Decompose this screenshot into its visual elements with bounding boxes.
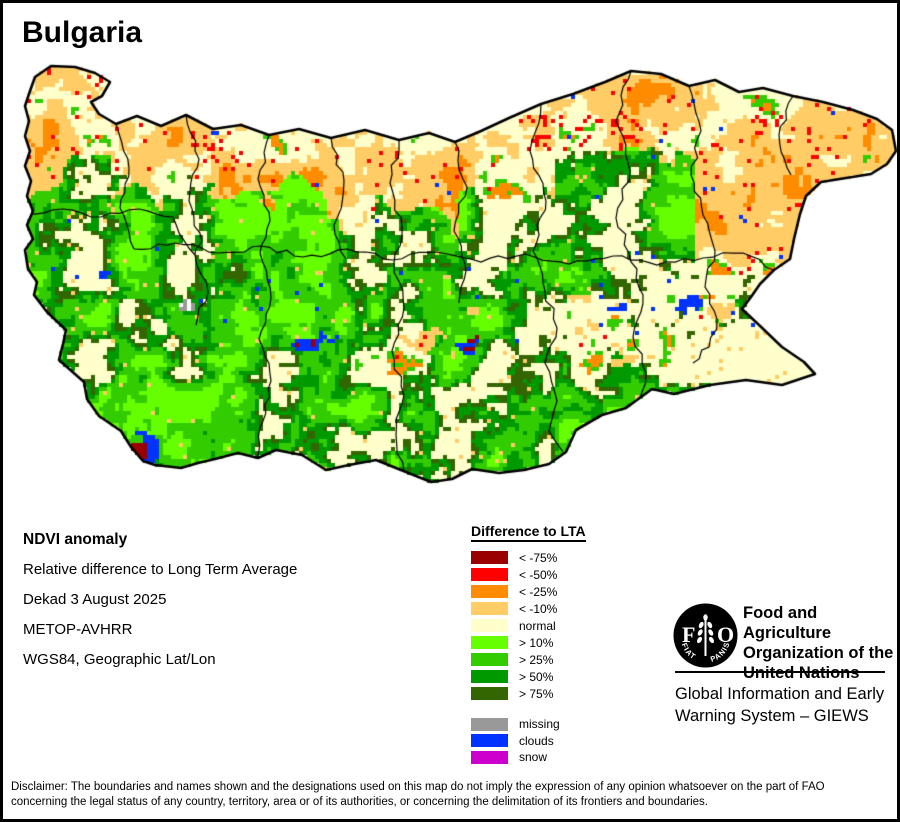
disclaimer-line: concerning the legal status of any count… bbox=[11, 796, 708, 808]
legend-label: normal bbox=[519, 618, 556, 633]
legend-swatch bbox=[471, 653, 508, 666]
legend-item: snow bbox=[471, 749, 586, 766]
legend-swatch bbox=[471, 687, 508, 700]
map-metadata-block: NDVI anomaly Relative difference to Long… bbox=[23, 525, 297, 675]
legend-label: > 25% bbox=[519, 652, 554, 667]
legend-label: > 50% bbox=[519, 669, 554, 684]
legend-swatch bbox=[471, 750, 508, 764]
legend-item: < -10% bbox=[471, 600, 586, 617]
legend-item: > 25% bbox=[471, 651, 586, 668]
metadata-line: Relative difference to Long Term Average bbox=[23, 561, 298, 578]
fao-letter-o: O bbox=[717, 622, 734, 647]
metadata-line: Dekad 3 August 2025 bbox=[23, 591, 167, 608]
fao-org-line: Food and Agriculture bbox=[743, 604, 832, 642]
legend-swatch bbox=[471, 619, 508, 632]
bulgaria-ndvi-raster-map bbox=[3, 3, 897, 518]
legend-swatch bbox=[471, 717, 508, 731]
legend-swatch bbox=[471, 551, 508, 564]
legend-swatch bbox=[471, 602, 508, 615]
legend-item: > 10% bbox=[471, 634, 586, 651]
legend-swatch bbox=[471, 585, 508, 598]
page-title: Bulgaria bbox=[22, 16, 143, 49]
legend-label: < -50% bbox=[519, 567, 558, 582]
legend-label: snow bbox=[519, 750, 548, 765]
giews-label: Global Information and Early Warning Sys… bbox=[675, 683, 884, 727]
fao-logo: F O FIAT PANIS bbox=[673, 603, 738, 668]
legend-item: missing bbox=[471, 716, 586, 733]
metadata-line: METOP-AVHRR bbox=[23, 621, 133, 638]
legend-title: Difference to LTA bbox=[471, 523, 586, 542]
legend-item: > 75% bbox=[471, 685, 586, 702]
legend-item: < -75% bbox=[471, 549, 586, 566]
legend-label: > 10% bbox=[519, 635, 554, 650]
fao-wheat-icon bbox=[696, 614, 715, 656]
legend-swatch bbox=[471, 636, 508, 649]
legend-item: > 50% bbox=[471, 668, 586, 685]
legend: Difference to LTA < -75% < -50% < -25% < -1… bbox=[471, 523, 586, 766]
fao-org-line: Organization of the bbox=[743, 644, 894, 662]
legend-item: clouds bbox=[471, 733, 586, 750]
disclaimer-text: Disclaimer: The boundaries and names sho… bbox=[11, 780, 897, 810]
fao-divider-line bbox=[675, 671, 885, 673]
legend-rows: < -75% < -50% < -25% < -10% normal > 10% > 25%… bbox=[471, 549, 586, 766]
legend-gap bbox=[471, 702, 586, 716]
legend-label: clouds bbox=[519, 733, 554, 748]
fao-letter-f: F bbox=[682, 622, 695, 647]
metadata-heading: NDVI anomaly bbox=[23, 531, 128, 548]
legend-item: < -25% bbox=[471, 583, 586, 600]
legend-swatch bbox=[471, 568, 508, 581]
legend-label: missing bbox=[519, 717, 560, 732]
legend-label: < -25% bbox=[519, 584, 558, 599]
fao-org-name: Food and Agriculture Organization of the… bbox=[743, 603, 897, 683]
legend-label: < -10% bbox=[519, 601, 558, 616]
legend-label: > 75% bbox=[519, 686, 554, 701]
giews-line: Warning System – GIEWS bbox=[675, 707, 869, 725]
disclaimer-line: Disclaimer: The boundaries and names sho… bbox=[11, 781, 825, 793]
fao-org-line: United Nations bbox=[743, 664, 860, 682]
legend-item: < -50% bbox=[471, 566, 586, 583]
metadata-line: WGS84, Geographic Lat/Lon bbox=[23, 651, 216, 668]
legend-label: < -75% bbox=[519, 550, 558, 565]
giews-line: Global Information and Early bbox=[675, 685, 885, 703]
legend-swatch bbox=[471, 670, 508, 683]
legend-swatch bbox=[471, 734, 508, 748]
legend-item: normal bbox=[471, 617, 586, 634]
